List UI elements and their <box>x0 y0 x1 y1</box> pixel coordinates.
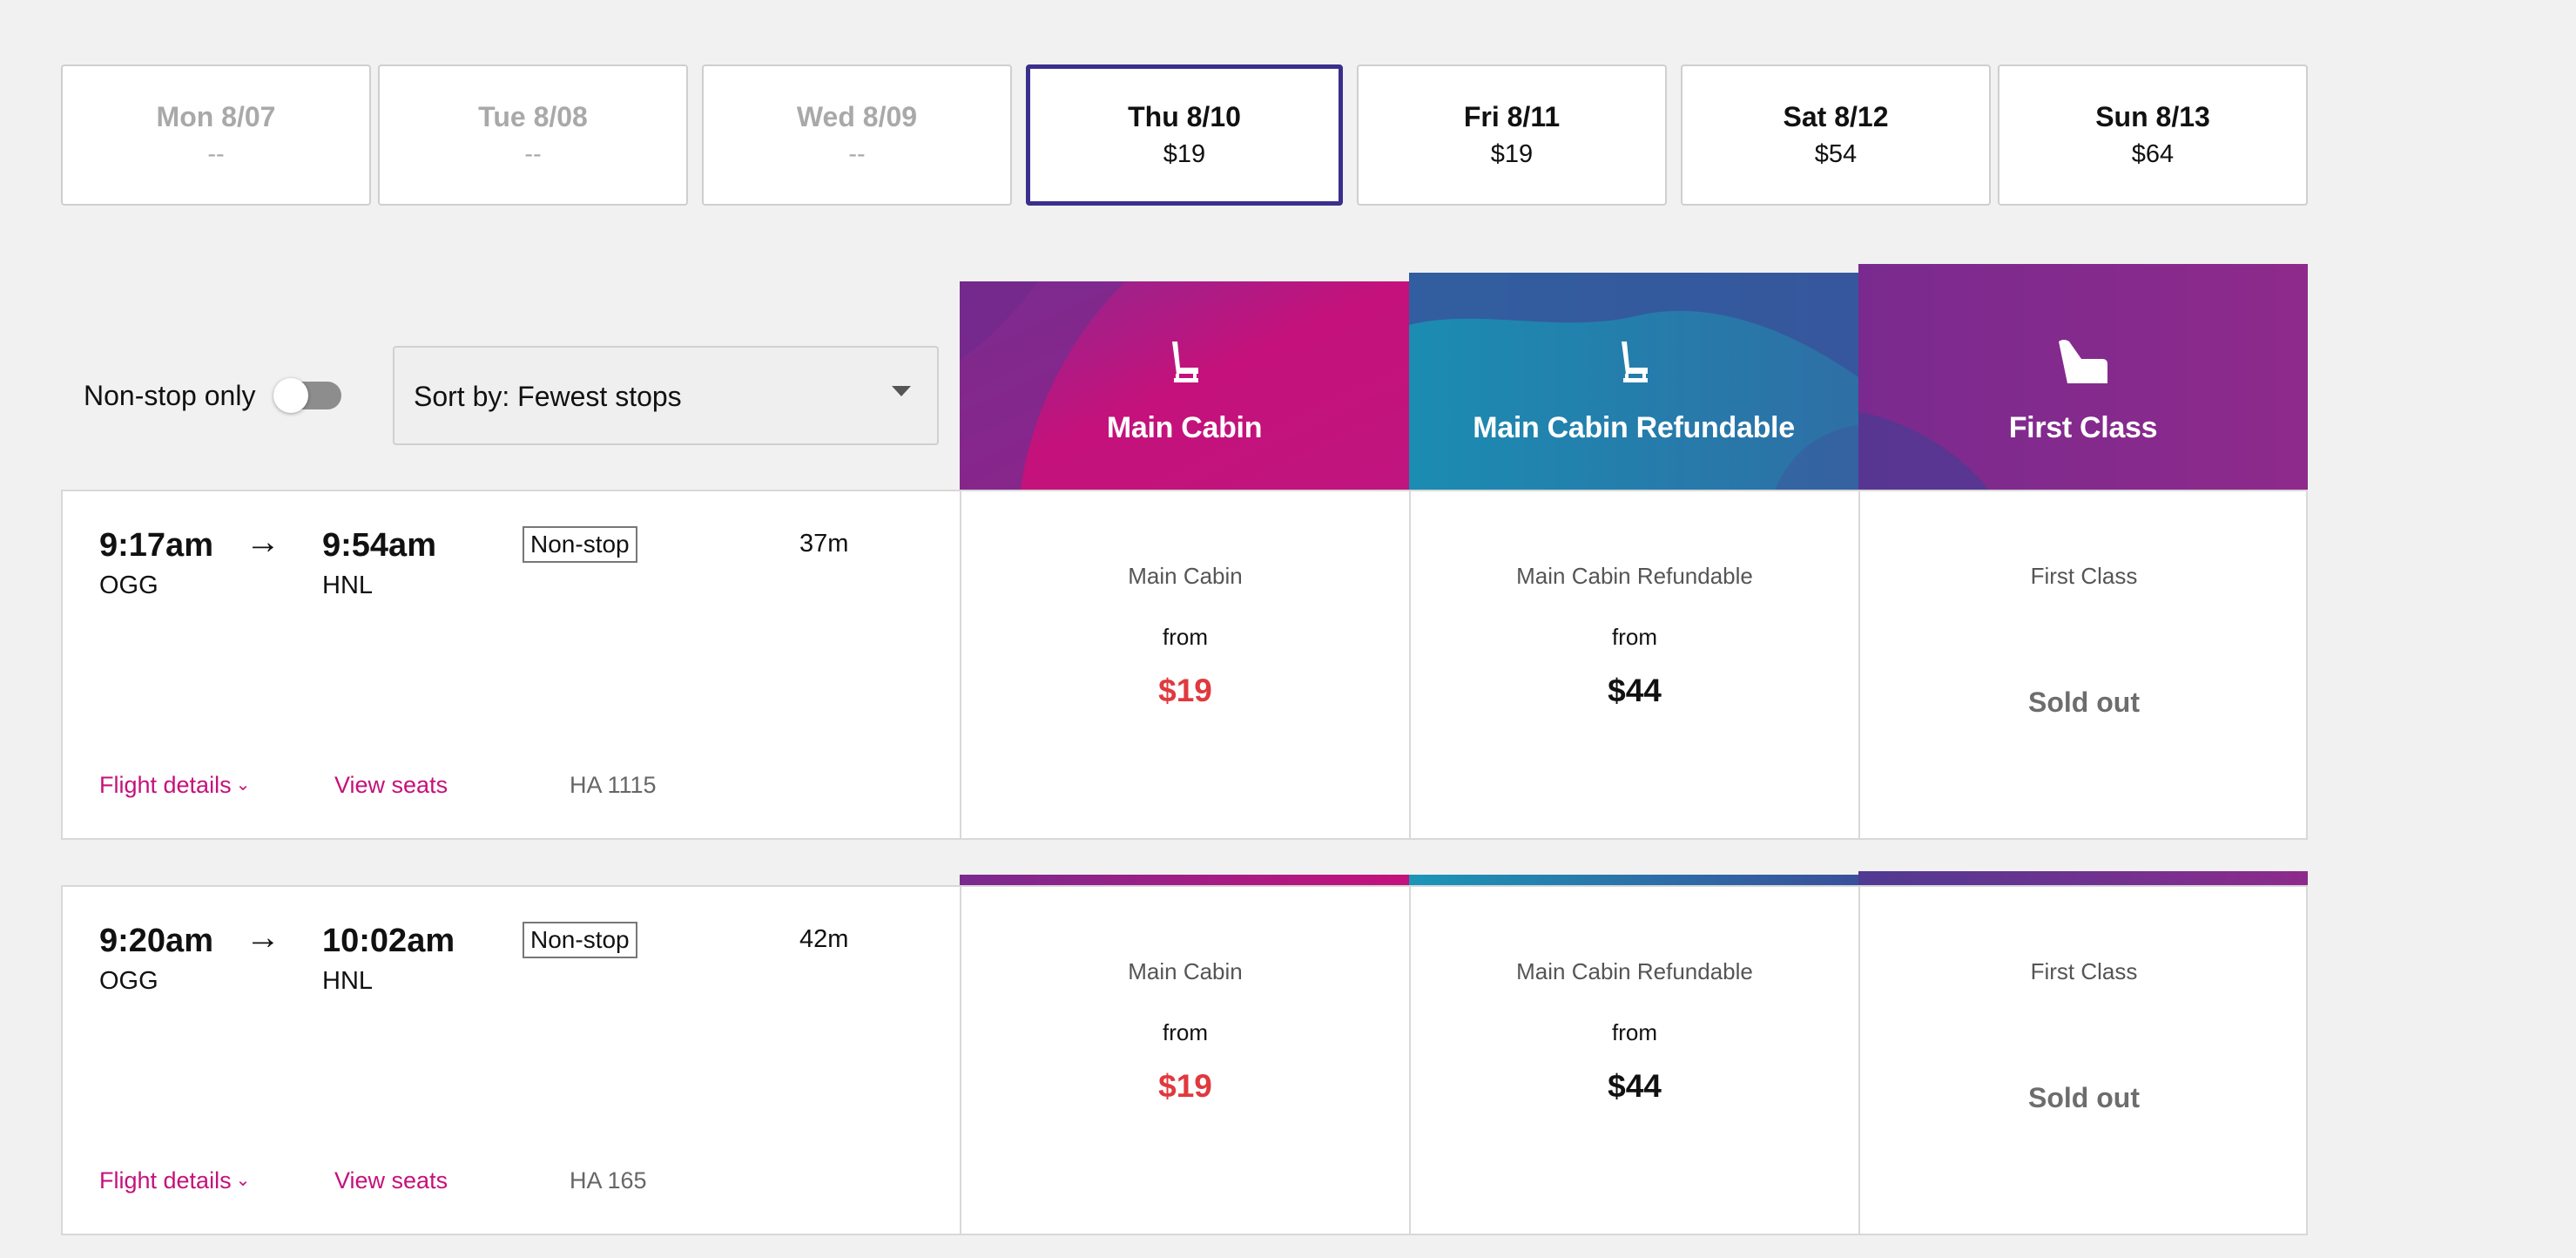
accent-bar-main-cabin-refundable <box>1409 875 1858 887</box>
flight-details-link[interactable]: Flight details ⌄ <box>99 1166 250 1198</box>
date-label: Sun 8/13 <box>2095 100 2210 132</box>
fare-main-cabin-refundable[interactable]: Main Cabin Refundable from $44 <box>1409 491 1858 838</box>
view-seats-link[interactable]: View seats <box>334 772 448 798</box>
fare-name: First Class <box>2030 958 2138 984</box>
date-tile-mon[interactable]: Mon 8/07 -- <box>61 64 371 206</box>
fare-first-class: First Class Sold out <box>1858 887 2308 1234</box>
date-price: $19 <box>1163 139 1206 168</box>
date-tile-wed[interactable]: Wed 8/09 -- <box>702 64 1012 206</box>
date-price: $64 <box>2131 139 2175 168</box>
sold-out-label: Sold out <box>2028 1082 2140 1113</box>
arrival-time: 9:54am <box>322 527 436 564</box>
fare-main-cabin[interactable]: Main Cabin from $19 <box>960 887 1409 1234</box>
flight-details-label: Flight details <box>99 1167 232 1194</box>
sold-out-label: Sold out <box>2028 686 2140 718</box>
date-price: -- <box>524 139 542 168</box>
cabin-header-main-cabin: Main Cabin <box>960 281 1409 490</box>
chevron-down-icon: ⌄ <box>235 775 251 795</box>
fare-name: Main Cabin <box>1128 563 1243 589</box>
date-price: $19 <box>1490 139 1534 168</box>
chevron-down-icon: ⌄ <box>235 1171 251 1190</box>
date-price: -- <box>848 139 866 168</box>
cabin-title: First Class <box>2008 411 2158 444</box>
flight-info: 9:20am → 10:02am OGG HNL Non-stop 42m Fl… <box>63 887 961 1234</box>
fare-main-cabin[interactable]: Main Cabin from $19 <box>960 491 1409 838</box>
cabin-title: Main Cabin <box>1106 411 1263 444</box>
departure-time: 9:17am <box>99 527 213 564</box>
cabin-title: Main Cabin Refundable <box>1473 411 1795 444</box>
fare-price: $19 <box>1158 1068 1212 1104</box>
flight-details-label: Flight details <box>99 772 232 798</box>
fare-price: $44 <box>1608 673 1662 708</box>
date-label: Sat 8/12 <box>1783 100 1889 132</box>
fare-from-label: from <box>1612 624 1657 650</box>
fare-from-label: from <box>1612 1019 1657 1045</box>
fare-from-label: from <box>1163 624 1208 650</box>
lie-flat-seat-icon <box>2059 340 2107 383</box>
cabin-header-main-cabin-refundable: Main Cabin Refundable <box>1409 273 1858 490</box>
origin-airport: OGG <box>99 967 158 995</box>
caret-down-icon <box>892 386 911 396</box>
fare-first-class: First Class Sold out <box>1858 491 2308 838</box>
date-label: Wed 8/09 <box>796 100 918 132</box>
sort-dropdown[interactable]: Sort by: Fewest stops <box>393 346 939 445</box>
fare-name: Main Cabin Refundable <box>1516 563 1753 589</box>
date-tile-tue[interactable]: Tue 8/08 -- <box>378 64 688 206</box>
toggle-knob <box>273 378 308 413</box>
date-tile-fri[interactable]: Fri 8/11 $19 <box>1357 64 1667 206</box>
date-price: $54 <box>1814 139 1858 168</box>
date-tile-thu[interactable]: Thu 8/10 $19 <box>1026 64 1343 206</box>
date-label: Thu 8/10 <box>1128 100 1241 132</box>
accent-bar-main-cabin <box>960 875 1409 887</box>
fare-price: $19 <box>1158 673 1212 708</box>
fare-name: Main Cabin <box>1128 958 1243 984</box>
nonstop-only-toggle[interactable] <box>273 378 341 413</box>
fare-price: $44 <box>1608 1068 1662 1104</box>
stops-badge: Non-stop <box>523 526 637 563</box>
nonstop-only-label: Non-stop only <box>84 380 256 411</box>
destination-airport: HNL <box>322 967 374 995</box>
fare-name: Main Cabin Refundable <box>1516 958 1753 984</box>
fare-main-cabin-refundable[interactable]: Main Cabin Refundable from $44 <box>1409 887 1858 1234</box>
flight-details-link[interactable]: Flight details ⌄ <box>99 770 250 802</box>
date-tile-sun[interactable]: Sun 8/13 $64 <box>1998 64 2308 206</box>
sort-dropdown-value: Sort by: Fewest stops <box>414 381 682 412</box>
flight-row: 9:17am → 9:54am OGG HNL Non-stop 37m Fli… <box>61 490 2308 840</box>
cabin-header-background <box>960 281 1409 490</box>
origin-airport: OGG <box>99 572 158 599</box>
stops-badge: Non-stop <box>523 922 637 958</box>
flight-row: 9:20am → 10:02am OGG HNL Non-stop 42m Fl… <box>61 885 2308 1235</box>
departure-time: 9:20am <box>99 923 213 959</box>
flight-number: HA 165 <box>570 1167 647 1194</box>
arrow-right-icon: → <box>246 918 280 957</box>
seat-icon <box>1172 342 1198 382</box>
view-seats-link[interactable]: View seats <box>334 1167 448 1194</box>
flight-info: 9:17am → 9:54am OGG HNL Non-stop 37m Fli… <box>63 491 961 838</box>
arrival-time: 10:02am <box>322 923 455 959</box>
flight-duration: 37m <box>799 530 849 558</box>
destination-airport: HNL <box>322 572 374 599</box>
fare-name: First Class <box>2030 563 2138 589</box>
cabin-header-first-class: First Class <box>1858 264 2308 490</box>
date-label: Fri 8/11 <box>1463 100 1561 132</box>
date-tile-sat[interactable]: Sat 8/12 $54 <box>1681 64 1991 206</box>
seat-icon <box>1622 342 1648 382</box>
accent-bar-first-class <box>1858 871 2308 887</box>
arrow-right-icon: → <box>246 523 280 561</box>
flight-number: HA 1115 <box>570 772 657 798</box>
date-price: -- <box>207 139 225 168</box>
date-label: Tue 8/08 <box>478 100 588 132</box>
date-label: Mon 8/07 <box>156 100 276 132</box>
fare-from-label: from <box>1163 1019 1208 1045</box>
flight-duration: 42m <box>799 925 849 953</box>
